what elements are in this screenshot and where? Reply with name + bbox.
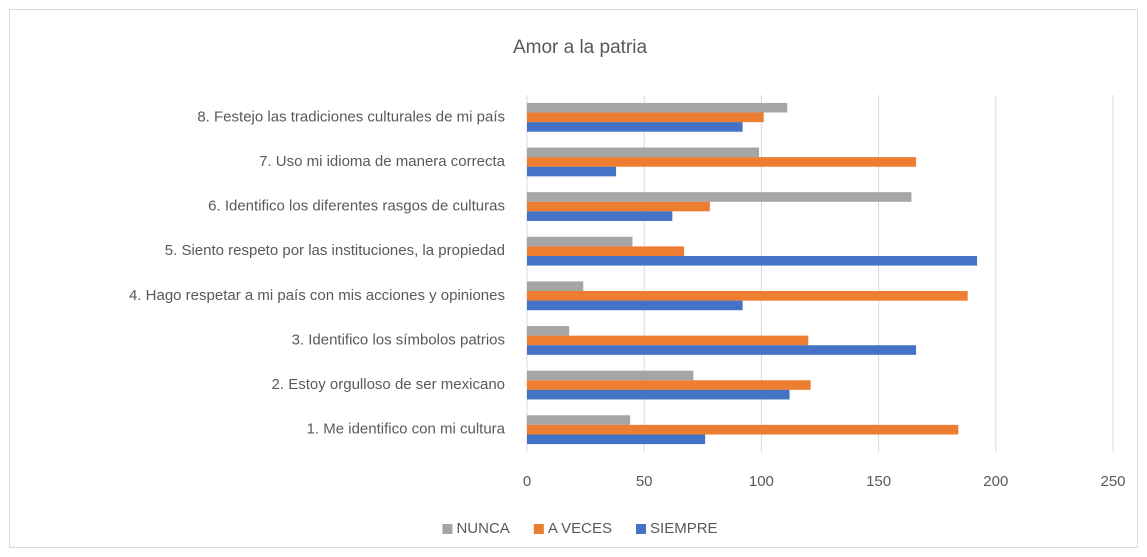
y-tick-label: 2. Estoy orgulloso de ser mexicano	[272, 376, 505, 393]
bar	[527, 389, 790, 400]
x-tick-label: 200	[983, 473, 1008, 490]
bar	[527, 122, 743, 132]
bar	[527, 147, 760, 158]
bar	[527, 255, 978, 266]
y-tick-label: 3. Identifico los símbolos patrios	[292, 331, 505, 348]
bar	[527, 380, 811, 390]
legend-label: NUNCA	[456, 520, 509, 537]
bar	[527, 370, 694, 381]
y-tick-label: 5. Siento respeto por las instituciones,…	[165, 242, 505, 259]
chart-title: Amor a la patria	[513, 37, 648, 58]
bar	[527, 415, 631, 425]
bar	[527, 192, 912, 202]
bar	[527, 166, 617, 177]
bar	[527, 201, 710, 212]
legend-label: SIEMPRE	[650, 520, 718, 537]
y-tick-label: 1. Me identifico con mi cultura	[307, 421, 506, 438]
bar	[527, 345, 917, 355]
y-tick-label: 8. Festejo las tradiciones culturales de…	[197, 108, 505, 125]
legend-swatch	[533, 524, 544, 534]
y-tick-label: 4. Hago respetar a mi país con mis accio…	[129, 287, 505, 304]
bar	[527, 157, 917, 167]
bar	[527, 300, 743, 311]
bar	[527, 326, 570, 336]
legend-label: A VECES	[548, 520, 612, 537]
bar	[527, 434, 706, 445]
y-tick-label: 7. Uso mi idioma de manera correcta	[259, 153, 506, 170]
x-tick-label: 0	[523, 473, 531, 490]
legend-swatch	[442, 524, 453, 534]
x-tick-label: 150	[866, 473, 891, 490]
chart-border	[9, 9, 1138, 548]
bar	[527, 211, 673, 221]
x-tick-label: 100	[749, 473, 774, 490]
legend-swatch	[636, 524, 647, 534]
bar	[527, 102, 788, 113]
x-tick-label: 250	[1100, 473, 1125, 490]
bar	[527, 291, 968, 301]
y-tick-label: 6. Identifico los diferentes rasgos de c…	[208, 198, 505, 215]
bar	[527, 112, 764, 123]
bar	[527, 335, 809, 346]
x-tick-label: 50	[636, 473, 653, 490]
bar	[527, 236, 633, 247]
bar	[527, 281, 584, 292]
bar	[527, 246, 685, 256]
bar	[527, 424, 959, 435]
